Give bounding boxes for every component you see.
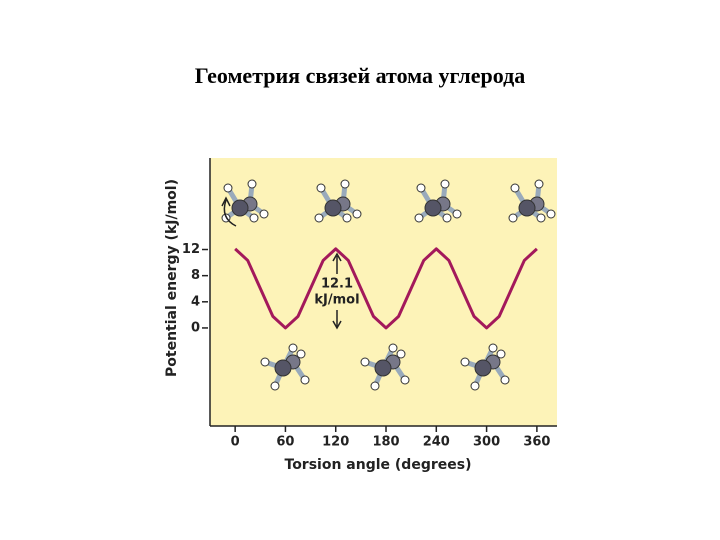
x-tick-label: 60 (276, 435, 294, 450)
annotation: 12.1 (321, 277, 353, 292)
annotation-arrow (332, 252, 342, 262)
y-axis-label: Potential energy (kJ/mol) (164, 179, 180, 377)
rotation-arrow (223, 199, 237, 227)
x-tick-label: 180 (372, 435, 399, 450)
x-tick-label: 360 (523, 435, 550, 450)
y-tick-label: 12 (182, 242, 200, 257)
x-tick-label: 0 (231, 435, 240, 450)
x-tick-label: 120 (322, 435, 349, 450)
slide-title: Геометрия связей атома углерода (195, 63, 525, 88)
x-tick-label: 240 (423, 435, 450, 450)
y-tick-label: 8 (191, 268, 200, 283)
x-tick-label: 300 (473, 435, 500, 450)
plot-background (210, 158, 557, 426)
annotation-arrow (332, 320, 342, 330)
energy-curve (234, 247, 538, 330)
y-tick-label: 4 (191, 294, 200, 309)
rotation-arrow (221, 196, 231, 207)
annotation: kJ/mol (314, 293, 359, 308)
x-axis-label: Torsion angle (degrees) (285, 457, 472, 473)
y-tick-label: 0 (191, 320, 200, 335)
